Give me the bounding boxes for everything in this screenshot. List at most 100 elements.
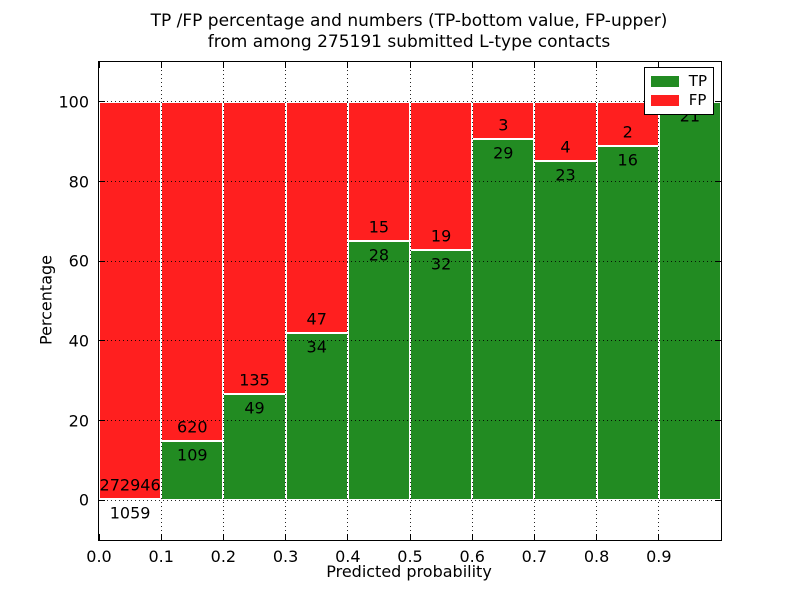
- x-tick-top: [222, 62, 224, 68]
- bar-count-label-tp: 32: [430, 254, 452, 274]
- legend-swatch-fp-icon: [650, 95, 679, 106]
- h-gridline: [99, 420, 721, 421]
- x-tick-label: 0.9: [646, 547, 672, 566]
- bar-fp-segment: [410, 101, 473, 251]
- x-tick-top: [596, 62, 598, 68]
- x-tick-label: 0.6: [459, 547, 485, 566]
- bar-count-label-fp: 620: [177, 417, 208, 437]
- bar-count-label-tp: 49: [244, 398, 265, 418]
- y-tick-label: 80: [68, 172, 89, 191]
- y-tick-label: 0: [78, 490, 89, 510]
- x-tick-bottom: [658, 534, 660, 540]
- bar-tp-segment: [410, 250, 473, 501]
- chart-title: TP /FP percentage and numbers (TP-bottom…: [98, 11, 720, 53]
- legend-swatch-tp-icon: [650, 76, 679, 87]
- legend-entry-fp: FP: [650, 91, 707, 110]
- bar-tp-segment: [596, 146, 659, 501]
- v-gridline: [658, 62, 660, 540]
- x-tick-top: [347, 62, 349, 68]
- bar-tp-segment: [472, 139, 535, 501]
- x-tick-bottom: [285, 534, 287, 540]
- v-gridline: [596, 62, 598, 540]
- x-tick-label: 0.2: [210, 547, 237, 566]
- bar-fp-segment: [223, 101, 286, 395]
- bar-tp-segment: [534, 160, 597, 501]
- x-tick-label: 0.5: [397, 547, 423, 566]
- legend-entry-tp: TP: [650, 72, 707, 91]
- y-axis-label: Percentage: [36, 254, 56, 346]
- x-tick-label: 0.4: [335, 547, 361, 566]
- y-tick-label: 60: [68, 251, 89, 271]
- y-tick-left: [99, 101, 105, 103]
- x-tick-bottom: [160, 534, 162, 540]
- legend-label-fp: FP: [688, 91, 707, 109]
- x-tick-bottom: [347, 534, 349, 540]
- bar-count-label-tp: 109: [177, 445, 208, 465]
- bar-tp-segment: [658, 101, 721, 501]
- bar-count-label-fp: 3: [498, 115, 509, 135]
- x-tick-top: [160, 62, 162, 68]
- y-tick-label: 100: [58, 92, 89, 112]
- x-tick-label: 0.7: [521, 547, 548, 566]
- plot-area: TP FP 272946 1059 620 109 135 49 47 34 15 28 19 32 3…: [58, 61, 722, 566]
- bar-count-label-fp: 2: [622, 122, 633, 142]
- y-tick-right: [715, 181, 721, 182]
- x-tick-label: 0.1: [148, 547, 174, 566]
- v-gridline: [285, 62, 287, 540]
- v-gridline: [471, 62, 473, 540]
- x-tick-bottom: [222, 534, 224, 540]
- bar-count-label-tp: 16: [617, 150, 638, 170]
- x-tick-bottom: [98, 534, 100, 540]
- chart-title-line1: TP /FP percentage and numbers (TP-bottom…: [150, 11, 668, 31]
- v-gridline: [533, 62, 535, 540]
- x-tick-bottom: [409, 534, 411, 540]
- h-gridline: [99, 499, 721, 501]
- x-tick-top: [471, 62, 473, 68]
- legend: TP FP: [643, 67, 714, 115]
- v-gridline: [160, 62, 162, 540]
- h-gridline: [99, 340, 721, 342]
- bar-count-label-fp: 272946: [99, 475, 161, 495]
- h-gridline: [99, 181, 721, 182]
- y-tick-right: [715, 499, 721, 501]
- v-gridline: [409, 62, 411, 540]
- x-tick-top: [285, 62, 287, 68]
- legend-label-tp: TP: [688, 72, 707, 90]
- h-gridline: [99, 101, 721, 103]
- bar-count-label-tp: 23: [555, 165, 576, 185]
- y-tick-left: [99, 499, 105, 501]
- bar-tp-segment: [161, 440, 224, 501]
- bar-fp-segment: [99, 101, 162, 499]
- bar-tp-segment: [347, 240, 410, 501]
- bar-count-label-fp: 47: [306, 309, 327, 329]
- x-tick-top: [409, 62, 411, 68]
- x-tick-label: 0.0: [86, 547, 112, 566]
- x-tick-bottom: [596, 534, 598, 540]
- x-axis-label: Predicted probability: [326, 562, 492, 581]
- bar-count-label-fp: 135: [239, 370, 270, 390]
- y-tick-label: 20: [68, 411, 89, 430]
- x-tick-label: 0.3: [272, 547, 299, 566]
- y-tick-right: [715, 260, 721, 262]
- y-tick-left: [99, 420, 105, 421]
- y-tick-left: [99, 181, 105, 182]
- x-tick-top: [98, 62, 100, 68]
- chart-title-line2: from among 275191 submitted L-type conta…: [207, 32, 611, 52]
- bar-tp-segment: [285, 332, 348, 501]
- bar-fp-segment: [347, 101, 410, 241]
- y-tick-left: [99, 340, 105, 342]
- bar-count-label-tp: 29: [493, 143, 514, 163]
- bar-count-label-fp: 4: [560, 137, 571, 157]
- y-tick-right: [715, 101, 721, 103]
- v-gridline: [347, 62, 349, 540]
- bar-count-label-fp: 15: [368, 217, 390, 237]
- bar-fp-segment: [285, 101, 348, 333]
- x-tick-top: [658, 62, 660, 68]
- bar-count-label-tp: 1059: [109, 503, 151, 523]
- bar-tp-segment: [223, 394, 286, 501]
- y-tick-label: 40: [68, 331, 89, 351]
- x-tick-top: [533, 62, 535, 68]
- bar-fp-segment: [472, 101, 535, 140]
- x-tick-bottom: [533, 534, 535, 540]
- bar-count-label-tp: 28: [368, 245, 390, 265]
